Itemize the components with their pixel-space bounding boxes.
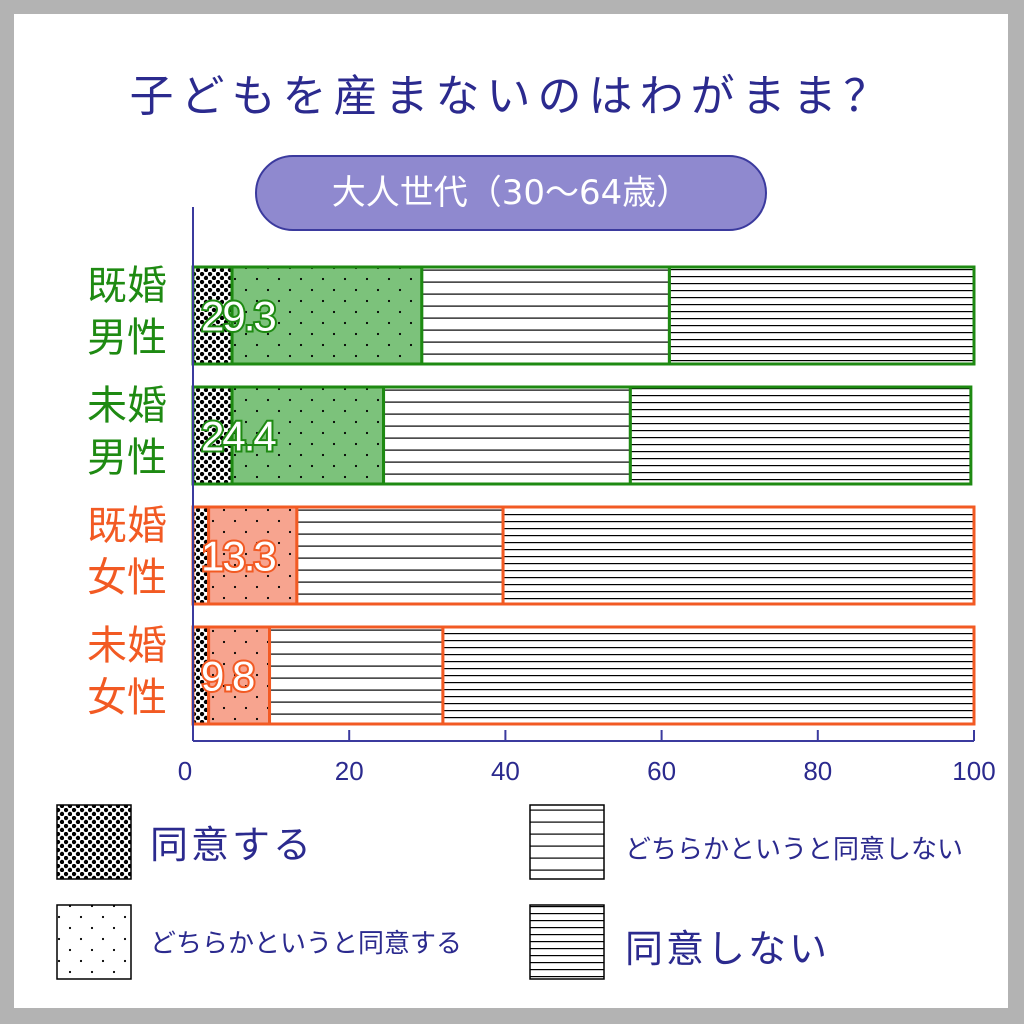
data-label-row-4: 9.8 <box>201 653 254 700</box>
x-tick-label-100: 100 <box>952 756 995 786</box>
bar-segment-4-row-4 <box>441 625 976 726</box>
x-tick-label-20: 20 <box>335 756 364 786</box>
data-label-row-2: 24.4 <box>201 413 276 460</box>
legend-label-3: どちらかというと同意しない <box>625 835 963 865</box>
bar-segment-2-row-4 <box>207 625 272 726</box>
bar-segment-2-row-1 <box>230 265 424 366</box>
category-label-row-3: 既婚女性 <box>87 503 167 601</box>
bar-segment-3-row-2 <box>382 385 632 486</box>
bar-segment-4-row-3 <box>501 505 976 606</box>
bar-segment-3-row-3 <box>295 505 505 606</box>
bar-segment-3-row-4 <box>268 625 445 726</box>
bar-segment-4-row-1 <box>667 265 976 366</box>
category-label-row-4: 未婚女性 <box>87 623 167 721</box>
legend-label-1: 同意する <box>150 823 314 867</box>
x-tick-label-40: 40 <box>491 756 520 786</box>
legend-swatch-1 <box>56 804 132 880</box>
chart-title: 子どもを産まないのはわがまま？ <box>129 71 895 122</box>
legend-swatch-2 <box>56 904 132 980</box>
x-tick-label-60: 60 <box>647 756 676 786</box>
x-tick-label-80: 80 <box>803 756 832 786</box>
bar-segment-2-row-2 <box>230 385 386 486</box>
category-label-row-1: 既婚男性 <box>87 263 167 361</box>
bar-segment-2-row-3 <box>207 505 299 606</box>
legend-swatch-4 <box>529 904 605 980</box>
bars-group: 29.3 24.4 13.3 9.8 <box>191 265 976 726</box>
subtitle-pill: 大人世代（30〜64歳） <box>255 155 767 231</box>
category-label-row-2: 未婚男性 <box>87 383 167 481</box>
data-label-row-3: 13.3 <box>201 533 275 580</box>
bar-segment-4-row-2 <box>628 385 973 486</box>
bar-segment-3-row-1 <box>420 265 671 366</box>
legend-label-4: 同意しない <box>625 927 830 971</box>
data-label-row-1: 29.3 <box>201 293 275 340</box>
legend-swatch-3 <box>529 804 605 880</box>
legend-label-2: どちらかというと同意する <box>150 929 462 959</box>
x-axis-group: 0 20 40 60 80 100 <box>178 207 996 786</box>
x-tick-label-0: 0 <box>178 756 192 786</box>
